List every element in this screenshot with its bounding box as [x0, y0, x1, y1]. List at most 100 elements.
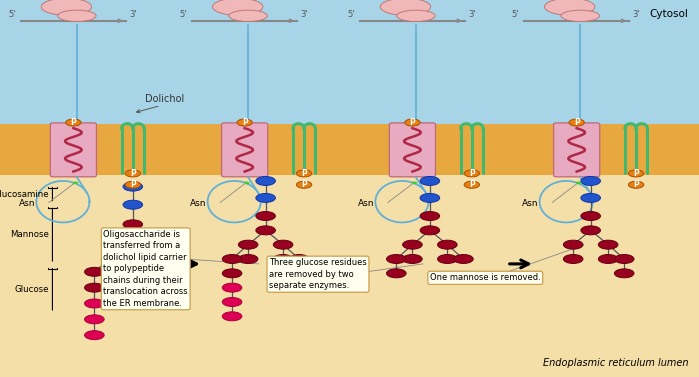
Ellipse shape [256, 226, 275, 235]
Ellipse shape [628, 181, 644, 188]
Ellipse shape [438, 240, 457, 249]
Ellipse shape [85, 331, 104, 340]
Text: 3': 3' [301, 10, 308, 19]
Ellipse shape [222, 254, 242, 264]
Text: 5': 5' [347, 10, 354, 19]
Text: 3': 3' [633, 10, 640, 19]
Bar [0, 0, 699, 124]
Ellipse shape [563, 254, 583, 264]
Ellipse shape [396, 10, 435, 21]
Ellipse shape [581, 226, 600, 235]
Ellipse shape [85, 315, 104, 324]
Text: Asn: Asn [357, 199, 374, 208]
Ellipse shape [57, 10, 96, 21]
Text: Three glucose residues
are removed by two
separate enzymes.: Three glucose residues are removed by tw… [269, 258, 367, 290]
Ellipse shape [598, 240, 618, 249]
Text: P: P [301, 169, 307, 178]
Ellipse shape [581, 211, 600, 221]
Ellipse shape [273, 240, 293, 249]
Bar [0, 124, 699, 175]
Text: 3': 3' [129, 10, 137, 19]
Ellipse shape [581, 176, 600, 185]
Ellipse shape [614, 269, 634, 278]
Ellipse shape [238, 254, 258, 264]
Ellipse shape [545, 0, 595, 15]
Text: 5': 5' [179, 10, 187, 19]
Ellipse shape [420, 226, 440, 235]
Text: 5': 5' [8, 10, 15, 19]
Text: Endoplasmic reticulum lumen: Endoplasmic reticulum lumen [543, 357, 689, 368]
Ellipse shape [576, 182, 582, 184]
Ellipse shape [296, 181, 312, 188]
Ellipse shape [244, 182, 250, 184]
Ellipse shape [103, 267, 123, 276]
Ellipse shape [143, 251, 162, 261]
Ellipse shape [222, 283, 242, 292]
Text: P: P [469, 180, 475, 189]
Ellipse shape [66, 119, 81, 126]
Text: 3': 3' [468, 10, 476, 19]
Text: Mannose: Mannose [10, 230, 49, 239]
Text: P: P [574, 118, 579, 127]
Ellipse shape [143, 267, 162, 276]
Text: P: P [410, 118, 415, 127]
Text: P: P [71, 118, 76, 127]
Ellipse shape [464, 181, 480, 188]
Ellipse shape [380, 0, 431, 15]
Ellipse shape [412, 182, 417, 184]
FancyBboxPatch shape [222, 123, 268, 177]
Ellipse shape [85, 267, 104, 276]
Ellipse shape [222, 269, 242, 278]
Ellipse shape [256, 193, 275, 202]
Ellipse shape [464, 170, 480, 177]
Ellipse shape [212, 0, 263, 15]
Text: Dolichol: Dolichol [145, 93, 184, 104]
Ellipse shape [161, 267, 181, 276]
Ellipse shape [103, 251, 123, 261]
Ellipse shape [405, 119, 420, 126]
FancyBboxPatch shape [554, 123, 600, 177]
Ellipse shape [561, 10, 599, 21]
Ellipse shape [614, 254, 634, 264]
Ellipse shape [256, 176, 275, 185]
Ellipse shape [125, 170, 140, 177]
Text: Asn: Asn [189, 199, 206, 208]
Ellipse shape [123, 220, 143, 229]
FancyBboxPatch shape [389, 123, 435, 177]
Ellipse shape [569, 119, 584, 126]
Ellipse shape [563, 240, 583, 249]
Ellipse shape [123, 236, 143, 245]
Ellipse shape [403, 254, 422, 264]
Text: Glucose: Glucose [15, 285, 49, 294]
Ellipse shape [41, 0, 92, 15]
Ellipse shape [85, 283, 104, 292]
Text: Asn: Asn [18, 199, 35, 208]
Ellipse shape [229, 10, 267, 21]
Text: Oligosaccharide is
transferred from a
dolichol lipid carrier
to polypeptide
chai: Oligosaccharide is transferred from a do… [103, 230, 188, 308]
Ellipse shape [628, 170, 644, 177]
Ellipse shape [85, 299, 104, 308]
Ellipse shape [387, 269, 406, 278]
Ellipse shape [438, 254, 457, 264]
Ellipse shape [581, 193, 600, 202]
Ellipse shape [296, 170, 312, 177]
FancyBboxPatch shape [50, 123, 96, 177]
Ellipse shape [420, 211, 440, 221]
Text: P: P [633, 169, 639, 178]
Ellipse shape [273, 254, 293, 264]
Text: P: P [469, 169, 475, 178]
Text: One mannose is removed.: One mannose is removed. [430, 273, 540, 282]
Ellipse shape [256, 211, 275, 221]
Text: N-acetylglucosamine: N-acetylglucosamine [0, 190, 49, 199]
Text: P: P [130, 169, 136, 178]
Ellipse shape [237, 119, 252, 126]
Ellipse shape [420, 176, 440, 185]
Ellipse shape [222, 312, 242, 321]
Ellipse shape [125, 181, 140, 188]
Ellipse shape [73, 182, 78, 184]
Text: Asn: Asn [521, 199, 538, 208]
Ellipse shape [454, 254, 473, 264]
Text: P: P [242, 118, 247, 127]
Ellipse shape [403, 240, 422, 249]
Ellipse shape [387, 254, 406, 264]
